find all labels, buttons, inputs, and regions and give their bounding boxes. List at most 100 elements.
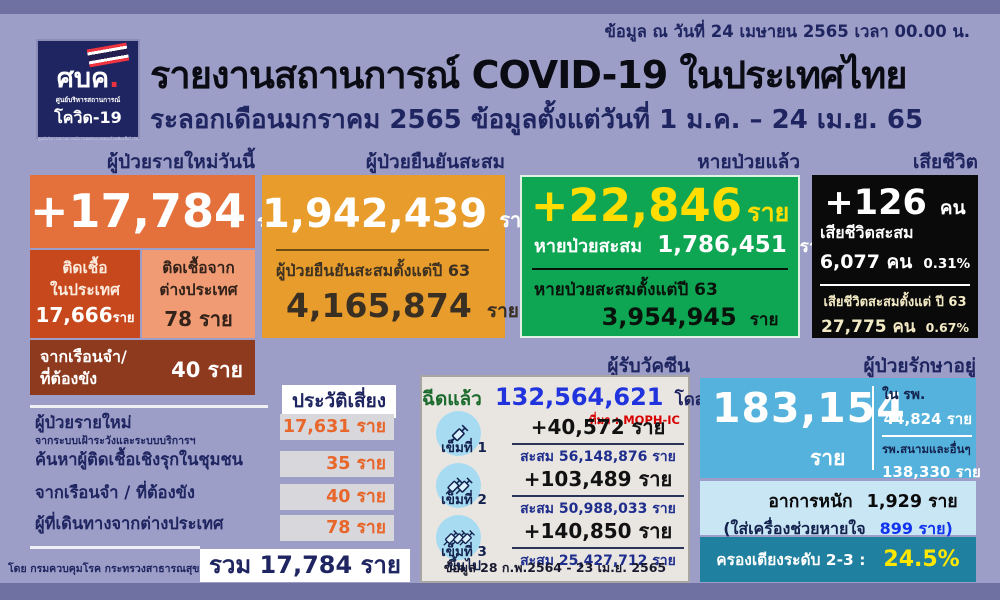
risk-history-title: ประวัติเสี่ยง bbox=[282, 385, 396, 418]
deaths-cum-pct: 0.31% bbox=[923, 256, 971, 272]
recovered-cum-label: หายป่วยสะสม bbox=[534, 236, 643, 257]
abroad-label-line1: ติดเชื้อจาก bbox=[162, 259, 235, 277]
recovered-cumulative: หายป่วยสะสม 1,786,451 ราย bbox=[534, 231, 828, 260]
cumulative-value: 1,942,439 bbox=[262, 191, 488, 237]
ventilator-value: 899 ราย) bbox=[879, 519, 953, 538]
dose-label-line1: เข็มที่ 2 bbox=[441, 492, 487, 508]
page-title: รายงานสถานการณ์ COVID-19 ในประเทศไทย bbox=[150, 53, 908, 97]
abroad-label-line2: ต่างประเทศ bbox=[159, 280, 238, 299]
ccsa-logo: ศบค. ศูนย์บริหารสถานการณ์ โควิด-19 ศูนย์… bbox=[36, 39, 140, 141]
ventilator-label: (ใส่เครื่องช่วยหายใจ bbox=[723, 519, 866, 538]
logo-abbr-dot: . bbox=[109, 63, 120, 94]
domestic-cases-box: ติดเชื้อ ในประเทศ 17,666ราย bbox=[30, 250, 140, 338]
recovered-header: หายป่วยแล้ว bbox=[697, 151, 800, 173]
dose-values: +140,850 ราย สะสม 25,427,712 ราย bbox=[512, 515, 684, 572]
ventilator-line: (ใส่เครื่องช่วยหายใจ 899 ราย) bbox=[700, 517, 976, 542]
deaths-box: +126 คน เสียชีวิตสะสม 6,077 คน 0.31% เสี… bbox=[812, 175, 978, 338]
cumulative-divider bbox=[276, 249, 489, 251]
field-hospital-label: รพ.สนามและอื่นๆ bbox=[882, 442, 971, 456]
logo-abbreviation: ศบค. bbox=[38, 65, 138, 92]
treating-vertical-divider bbox=[872, 386, 874, 470]
deaths-since63-pct: 0.67% bbox=[925, 320, 969, 335]
deaths-main: +126 คน bbox=[812, 183, 978, 223]
treating-breakdown: ใน รพ. 44,824 ราย รพ.สนามและอื่นๆ 138,33… bbox=[882, 384, 981, 484]
deaths-cum-value: 6,077 คน bbox=[819, 251, 913, 273]
logo-abbr-text: ศบค bbox=[56, 63, 110, 94]
severe-line: อาการหนัก 1,929 ราย bbox=[700, 487, 976, 515]
treating-unit: ราย bbox=[810, 446, 846, 470]
cumulative-since63-value: 4,165,874 bbox=[286, 286, 472, 325]
dose-values: +40,572 ราย สะสม 56,148,876 ราย bbox=[512, 411, 684, 468]
dose-row-2: เข็มที่ 2 +103,489 ราย สะสม 50,988,033 ร… bbox=[428, 463, 686, 517]
risk-total-text: รวม 17,784 ราย bbox=[209, 551, 401, 579]
abroad-cases-box: ติดเชื้อจากต่างประเทศ 78 ราย bbox=[142, 250, 255, 338]
bed-occupancy-value: 24.5% bbox=[883, 547, 960, 572]
page-subtitle: ระลอกเดือนมกราคม 2565 ข้อมูลตั้งแต่วันที… bbox=[150, 105, 924, 135]
deaths-since63-value: 27,775 คน bbox=[821, 317, 916, 337]
prison-cases-box: จากเรือนจำ/ที่ต้องขัง 40 ราย bbox=[30, 340, 255, 395]
deaths-since63-line: 27,775 คน 0.67% bbox=[812, 313, 978, 340]
cumulative-box: 1,942,439 ราย ผู้ป่วยยืนยันสะสมตั้งแต่ปี… bbox=[262, 175, 533, 338]
bed-occupancy-box: ครองเตียงระดับ 2-3 : 24.5% bbox=[700, 537, 976, 582]
dose-daily-value: +103,489 ราย bbox=[512, 463, 684, 497]
recovered-cum-value: 1,786,451 bbox=[657, 232, 787, 258]
syringe-icon bbox=[436, 411, 481, 456]
risk-row-label-main: ผู้ป่วยรายใหม่ bbox=[35, 413, 132, 432]
recovered-divider bbox=[532, 268, 788, 270]
treating-breakdown-divider bbox=[882, 435, 972, 437]
deaths-value: +126 bbox=[824, 183, 927, 223]
deaths-cum-label: เสียชีวิตสะสม bbox=[820, 223, 914, 242]
vaccine-total-line: ฉีดแล้ว 132,564,621 โดส bbox=[422, 383, 705, 414]
abroad-label: ติดเชื้อจากต่างประเทศ bbox=[142, 258, 255, 301]
vaccine-injected-label: ฉีดแล้ว bbox=[422, 388, 482, 410]
risk-divider-top bbox=[30, 405, 268, 408]
dose-cumulative-value: สะสม 50,988,033 ราย bbox=[520, 501, 676, 517]
dose-row-3: เข็มที่ 3 ขึ้นไป +140,850 ราย สะสม 25,427… bbox=[428, 515, 686, 573]
vaccine-source: ที่มา : MOPH-IC bbox=[589, 413, 680, 427]
cumulative-since63-label: ผู้ป่วยยืนยันสะสมตั้งแต่ปี 63 bbox=[276, 261, 471, 280]
cumulative-header: ผู้ป่วยยืนยันสะสม bbox=[365, 151, 505, 173]
new-cases-total-box: +17,784 ราย bbox=[30, 175, 286, 248]
vaccine-injected-value: 132,564,621 bbox=[494, 383, 664, 411]
new-cases-value: +17,784 bbox=[30, 184, 247, 238]
syringe-icon bbox=[436, 515, 481, 560]
recovered-value: +22,846 bbox=[530, 179, 743, 232]
dose-label-line1: เข็มที่ 1 bbox=[441, 440, 487, 456]
dose-label-line2: ขึ้นไป bbox=[447, 558, 481, 575]
bottom-band bbox=[0, 583, 1000, 600]
thai-flag-icon bbox=[86, 42, 130, 68]
hospital-value: 44,824 ราย bbox=[883, 410, 972, 428]
domestic-label: ติดเชื้อ ในประเทศ bbox=[30, 258, 140, 301]
risk-total-box: รวม 17,784 ราย bbox=[200, 549, 410, 582]
credit-text: โดย กรมควบคุมโรค กระทรวงสาธารณสุข bbox=[8, 563, 200, 575]
severe-box: อาการหนัก 1,929 ราย (ใส่เครื่องช่วยหายใจ 8… bbox=[700, 481, 976, 538]
recovered-since63-label: หายป่วยสะสมตั้งแต่ปี 63 bbox=[534, 280, 718, 300]
as-of-date: ข้อมูล ณ วันที่ 24 เมษายน 2565 เวลา 00.0… bbox=[604, 22, 970, 41]
treating-header: ผู้ป่วยรักษาอยู่ bbox=[863, 355, 976, 377]
field-hospital-value: 138,330 ราย bbox=[882, 463, 981, 481]
dose-daily-value: +40,572 ราย bbox=[512, 411, 684, 445]
recovered-since63-value: 3,954,945 bbox=[601, 303, 737, 331]
cumulative-since63: 4,165,874 ราย bbox=[262, 286, 519, 326]
domestic-label-line2: ในประเทศ bbox=[49, 280, 120, 299]
dose-label: เข็มที่ 2 bbox=[428, 493, 500, 507]
top-band bbox=[0, 0, 1000, 14]
treating-box: 183,154 ราย ใน รพ. 44,824 ราย รพ.สนามและ… bbox=[700, 378, 981, 481]
risk-row-label-main: ค้นหาผู้ติดเชื้อเชิงรุกในชุมชน bbox=[35, 450, 243, 469]
domestic-number: 17,666 bbox=[35, 303, 113, 328]
recovered-main: +22,846 ราย bbox=[522, 179, 798, 233]
risk-row-value: 17,631 ราย bbox=[280, 414, 394, 440]
abroad-value: 78 ราย bbox=[164, 307, 233, 332]
logo-org-name: ศูนย์บริหารสถานการณ์ bbox=[55, 96, 121, 104]
risk-row-label: ผู้ป่วยรายใหม่ จากระบบเฝ้าระวังและระบบบร… bbox=[35, 413, 275, 449]
dose-daily-value: +140,850 ราย bbox=[512, 515, 684, 549]
dose-label-line1: เข็มที่ 3 bbox=[441, 544, 487, 560]
prison-label-line2: ที่ต้องขัง bbox=[40, 368, 98, 388]
risk-row-value: 40 ราย bbox=[280, 484, 394, 510]
risk-row-label: ค้นหาผู้ติดเชื้อเชิงรุกในชุมชน bbox=[35, 450, 275, 469]
prison-label: จากเรือนจำ/ที่ต้องขัง bbox=[40, 346, 245, 389]
dose-label: เข็มที่ 1 bbox=[428, 441, 500, 455]
prison-label-line1: จากเรือนจำ/ bbox=[40, 347, 127, 366]
severe-label: อาการหนัก bbox=[768, 492, 853, 512]
